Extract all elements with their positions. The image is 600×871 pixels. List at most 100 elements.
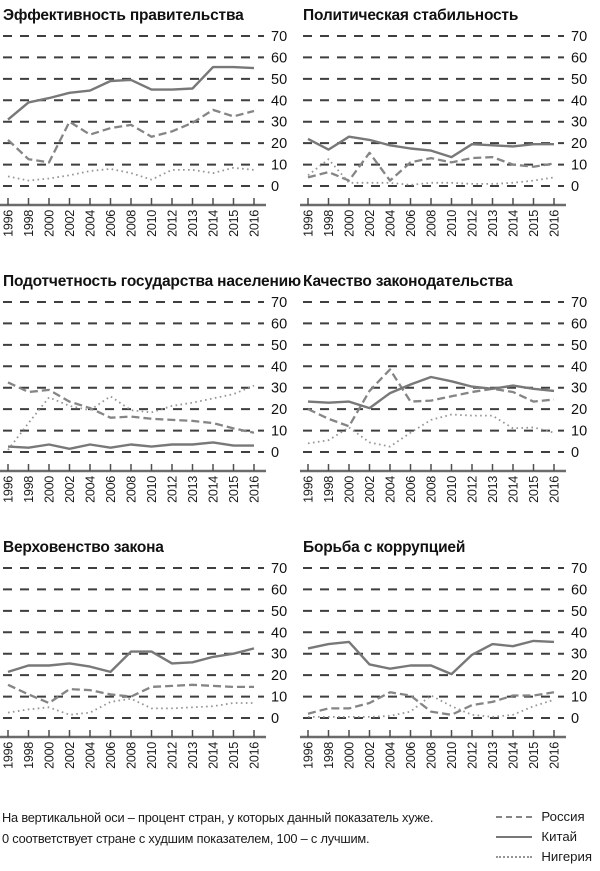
dashed-line-sample (496, 815, 533, 818)
x-axis-year-label: 2016 (248, 476, 262, 503)
chart-regulatory-quality: Качество законодательства 0 10 20 30 40 50 60 7… (300, 266, 600, 532)
x-axis-year-label: 2014 (207, 210, 221, 237)
x-axis-year-label: 1998 (322, 742, 336, 769)
line-plot: 0 10 20 30 40 50 60 70 1996 1998 2000 2002 2004 2006 2… (0, 29, 287, 237)
x-axis-year-label: 2015 (527, 210, 541, 237)
x-axis-year-label: 2006 (104, 742, 118, 769)
y-axis-label: 50 (571, 338, 587, 354)
x-axis-year-label: 2006 (404, 210, 418, 237)
x-axis-year-label: 2016 (248, 210, 262, 237)
x-axis-year-label: 2002 (63, 210, 77, 237)
x-axis-year-label: 2012 (166, 210, 180, 237)
y-axis-label: 10 (571, 424, 587, 440)
x-axis-year-label: 2004 (84, 476, 98, 503)
series-line-russia (7, 683, 254, 705)
x-axis-year-label: 2016 (248, 742, 262, 769)
x-axis-year-label: 2013 (186, 476, 200, 503)
y-axis-label: 40 (271, 93, 287, 109)
x-axis-year-label: 2004 (384, 210, 398, 237)
x-axis-year-label: 2006 (404, 476, 418, 503)
x-axis-year-label: 2012 (166, 476, 180, 503)
series-line-china (7, 441, 254, 451)
series-line-nigeria (308, 694, 555, 718)
series-line-russia (307, 691, 555, 716)
legend-label: Нигерия (541, 849, 592, 864)
series-line-nigeria (7, 697, 254, 716)
x-axis-year-label: 2000 (43, 210, 57, 237)
line-plot: 0 10 20 30 40 50 60 70 1996 1998 2000 2002 2004 2006 2… (300, 561, 587, 769)
y-axis-label: 20 (571, 136, 587, 152)
y-axis-label: 20 (271, 136, 287, 152)
chart-title: Подотчетность государства населению (3, 273, 301, 290)
x-axis-year-label: 2002 (363, 476, 377, 503)
y-axis-label: 20 (571, 668, 587, 684)
chart-title: Качество законодательства (303, 273, 513, 290)
x-axis-year-label: 1998 (22, 742, 36, 769)
chart-rule-of-law: Верховенство закона 0 10 20 30 40 50 60 70 1996 1… (0, 532, 300, 798)
series-line-russia (307, 368, 555, 428)
y-axis-label: 40 (571, 93, 587, 109)
chart-title: Борьба с коррупцией (303, 539, 466, 556)
y-axis-label: 30 (271, 647, 287, 663)
dotted-line-sample (496, 855, 533, 858)
series-line-nigeria (307, 158, 555, 186)
y-axis-label: 20 (271, 402, 287, 418)
x-axis-year-label: 2000 (43, 476, 57, 503)
x-axis-year-label: 2010 (445, 210, 459, 237)
x-axis-year-label: 2002 (363, 210, 377, 237)
footer: На вертикальной оси – процент стран, у к… (0, 798, 600, 864)
x-axis-year-label: 2013 (486, 210, 500, 237)
y-axis-label: 30 (271, 115, 287, 131)
x-axis-year-label: 2000 (343, 210, 357, 237)
chart-voice-accountability: Подотчетность государства населению 0 10 2… (0, 266, 301, 532)
x-axis-year-label: 2008 (125, 476, 139, 503)
x-axis-year-label: 2010 (145, 742, 159, 769)
y-axis-label: 60 (571, 50, 587, 66)
legend: Россия Китай Нигерия (496, 807, 594, 864)
y-axis-label: 20 (571, 402, 587, 418)
chart-title: Эффективность правительства (3, 7, 244, 24)
x-axis-year-label: 2013 (186, 210, 200, 237)
x-axis-year-label: 2016 (548, 210, 562, 237)
x-axis-year-label: 1998 (22, 476, 36, 503)
series-line-nigeria (7, 166, 255, 182)
x-axis-year-label: 1996 (302, 742, 316, 769)
x-axis-year-label: 1996 (2, 742, 16, 769)
y-axis-label: 70 (571, 29, 587, 45)
x-axis-year-label: 2015 (527, 742, 541, 769)
y-axis-label: 20 (271, 668, 287, 684)
x-axis-year-label: 2012 (166, 742, 180, 769)
series-line-china (307, 639, 555, 676)
y-axis-label: 10 (271, 158, 287, 174)
note-line-1: На вертикальной оси – процент стран, у к… (2, 810, 434, 825)
x-axis-year-label: 2015 (227, 742, 241, 769)
x-axis-year-label: 2014 (507, 742, 521, 769)
x-axis-year-label: 2008 (425, 742, 439, 769)
y-axis-label: 70 (271, 29, 287, 45)
charts-grid: Эффективность правительства 0 10 20 30 40 50 6… (0, 0, 600, 798)
x-axis-year-label: 2000 (343, 742, 357, 769)
y-axis-label: 30 (271, 381, 287, 397)
y-axis-label: 30 (571, 647, 587, 663)
x-axis-year-label: 1998 (22, 210, 36, 237)
chart-title: Политическая стабильность (303, 7, 519, 24)
y-axis-label: 50 (571, 72, 587, 88)
x-axis-year-label: 2008 (425, 476, 439, 503)
y-axis-label: 50 (271, 72, 287, 88)
y-axis-label: 50 (271, 338, 287, 354)
x-axis-year-label: 1996 (302, 476, 316, 503)
x-axis-year-label: 2006 (104, 476, 118, 503)
x-axis-year-label: 2010 (145, 476, 159, 503)
line-plot: 0 10 20 30 40 50 60 70 1996 1998 2000 2002 2004 2006 2… (0, 561, 287, 769)
chart-government-effectiveness: Эффективность правительства 0 10 20 30 40 50 6… (0, 0, 300, 266)
x-axis-year-label: 2014 (207, 476, 221, 503)
legend-item-nigeria: Нигерия (496, 849, 592, 864)
axis-note: На вертикальной оси – процент стран, у к… (2, 807, 433, 849)
series-line-china (307, 375, 555, 410)
x-axis-year-label: 2008 (425, 210, 439, 237)
x-axis-year-label: 2013 (486, 476, 500, 503)
x-axis-year-label: 2014 (507, 210, 521, 237)
legend-item-china: Китай (496, 829, 592, 844)
x-axis-year-label: 1996 (302, 210, 316, 237)
